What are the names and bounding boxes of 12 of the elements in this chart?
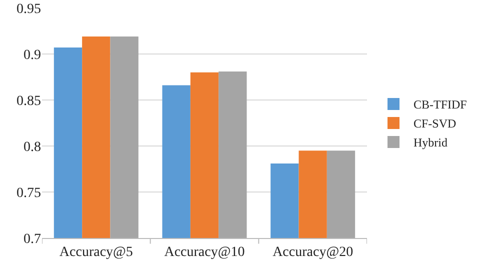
y-tick-label: 0.9 [24, 48, 41, 63]
y-tick-label: 0.7 [24, 232, 41, 247]
y-tick-label: 0.95 [16, 2, 41, 17]
legend-label: Hybrid [414, 136, 448, 150]
y-tick-label: 0.75 [16, 186, 41, 201]
x-tick-label: Accuracy@10 [164, 244, 245, 260]
legend-label: CB-TFIDF [414, 98, 468, 112]
legend-label: CF-SVD [414, 116, 457, 131]
y-tick-label: 0.8 [24, 140, 41, 155]
y-tick-label: 0.85 [16, 94, 41, 109]
x-tick-label: Accuracy@20 [272, 244, 354, 260]
x-tick-label: Accuracy@5 [59, 244, 133, 260]
